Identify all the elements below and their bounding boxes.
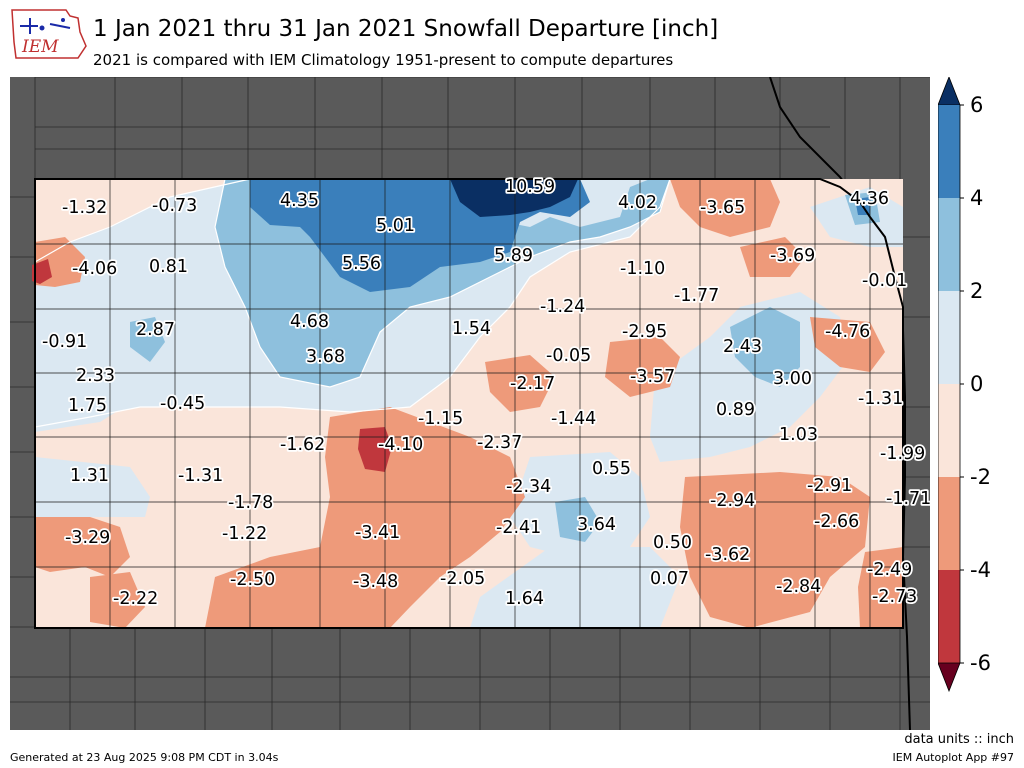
station-value-label: 1.31	[70, 466, 109, 486]
colorbar-bin-minus6-minus4	[938, 570, 960, 663]
station-value-label: -2.49	[867, 560, 912, 580]
station-value-label: -2.95	[622, 322, 667, 342]
generated-timestamp: Generated at 23 Aug 2025 9:08 PM CDT in …	[10, 751, 279, 764]
station-value-label: -4.06	[72, 259, 117, 279]
station-value-label: -3.57	[630, 367, 675, 387]
colorbar-bin-4-6	[938, 105, 960, 198]
station-value-label: 1.75	[68, 396, 107, 416]
colorbar-bin-0-2	[938, 291, 960, 384]
station-value-label: 5.89	[494, 246, 533, 266]
station-value-label: 3.00	[773, 369, 812, 389]
colorbar	[938, 77, 964, 692]
colorbar-bin-minus2-0	[938, 384, 960, 477]
colorbar-top-arrow	[938, 77, 961, 106]
colorbar-bin-2-4	[938, 198, 960, 291]
station-value-label: 2.87	[136, 320, 175, 340]
station-value-label: -1.44	[551, 409, 596, 429]
station-value-label: -2.34	[506, 477, 551, 497]
station-value-label: 4.35	[280, 191, 319, 211]
colorbar-tick-0: 0	[970, 372, 984, 396]
station-value-label: 0.50	[653, 533, 692, 553]
colorbar-tick-minus4: -4	[970, 558, 991, 582]
iem-logo: IEM	[11, 9, 87, 59]
station-value-label: 1.54	[452, 319, 491, 339]
station-value-label: -1.31	[858, 389, 903, 409]
station-value-label: -2.94	[710, 491, 755, 511]
station-value-label: 1.03	[779, 425, 818, 445]
station-value-label: -0.45	[160, 394, 205, 414]
station-value-label: -4.76	[825, 322, 870, 342]
station-value-label: -1.24	[540, 297, 585, 317]
station-value-label: -1.99	[880, 444, 925, 464]
station-value-label: -2.91	[807, 476, 852, 496]
map-subtitle: 2021 is compared with IEM Climatology 19…	[93, 51, 674, 69]
colorbar-tick-2: 2	[970, 279, 984, 303]
station-value-label: -2.41	[496, 518, 541, 538]
station-value-label: -2.66	[814, 512, 859, 532]
colorbar-tick-6: 6	[970, 93, 984, 117]
logo-text: IEM	[21, 37, 59, 57]
station-value-label: -3.69	[770, 246, 815, 266]
station-value-label: -1.10	[620, 259, 665, 279]
station-value-label: -2.73	[872, 587, 917, 607]
station-value-label: -2.22	[113, 589, 158, 609]
station-value-label: 2.43	[723, 337, 762, 357]
station-value-label: -0.05	[546, 346, 591, 366]
contour-fill	[32, 179, 903, 628]
station-value-label: 2.33	[76, 366, 115, 386]
station-value-label: -1.31	[178, 466, 223, 486]
map-title: 1 Jan 2021 thru 31 Jan 2021 Snowfall Dep…	[93, 16, 719, 42]
data-units-label: data units :: inch	[904, 732, 1014, 747]
county-lines	[35, 179, 903, 628]
station-value-label: -2.17	[510, 374, 555, 394]
station-value-label: -1.62	[280, 435, 325, 455]
snowfall-departure-map: -1.32 -0.73 4.35 10.59 4.02 -3.65 4.36 5.01 -4.0…	[10, 77, 930, 730]
station-value-label: -3.41	[355, 523, 400, 543]
station-value-label: -3.48	[353, 572, 398, 592]
station-value-label: -2.50	[230, 570, 275, 590]
colorbar-tick-4: 4	[970, 186, 984, 210]
station-value-label: -3.62	[705, 545, 750, 565]
station-value-label: -1.77	[674, 286, 719, 306]
station-value-label: -1.22	[222, 524, 267, 544]
station-value-label: -1.15	[418, 409, 463, 429]
station-value-label: 4.68	[290, 312, 329, 332]
station-value-label: 1.64	[505, 589, 544, 609]
neighbor-county-lines	[10, 77, 930, 730]
station-value-label: 3.64	[577, 515, 616, 535]
station-value-label: -0.91	[42, 332, 87, 352]
station-value-label: -1.71	[886, 489, 930, 509]
colorbar-tick-minus2: -2	[970, 465, 991, 489]
colorbar-bin-minus4-minus2	[938, 477, 960, 570]
station-values: -1.32 -0.73 4.35 10.59 4.02 -3.65 4.36 5.01 -4.0…	[40, 175, 930, 611]
station-value-label: -3.65	[700, 198, 745, 218]
station-value-label: -3.29	[65, 528, 110, 548]
station-value-label: 0.07	[650, 569, 689, 589]
station-value-label: 0.81	[149, 257, 188, 277]
station-value-label: -0.73	[152, 196, 197, 216]
kansas-state-border	[34, 178, 904, 629]
station-value-label: -4.10	[378, 435, 423, 455]
station-value-label: -2.84	[776, 577, 821, 597]
app-label: IEM Autoplot App #97	[892, 751, 1015, 764]
station-value-label: -2.05	[440, 569, 485, 589]
station-value-label: 5.56	[342, 254, 381, 274]
station-value-label: 0.55	[592, 459, 631, 479]
station-value-label: 5.01	[376, 216, 415, 236]
station-value-label: 4.02	[618, 193, 657, 213]
station-value-label: -0.01	[862, 271, 907, 291]
station-value-label: 4.36	[850, 189, 889, 209]
station-value-label: 10.59	[505, 177, 555, 197]
colorbar-bottom-arrow	[938, 662, 961, 692]
station-value-label: -2.37	[477, 433, 522, 453]
station-value-label: -1.78	[228, 493, 273, 513]
station-value-label: 0.89	[716, 400, 755, 420]
station-value-label: 3.68	[306, 347, 345, 367]
colorbar-tick-minus6: -6	[970, 651, 991, 675]
station-value-label: -1.32	[62, 198, 107, 218]
